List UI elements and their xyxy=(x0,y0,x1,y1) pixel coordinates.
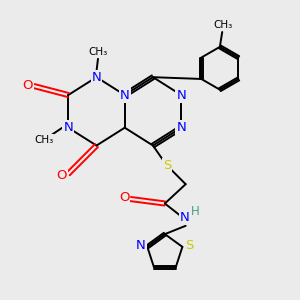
Text: S: S xyxy=(185,239,193,252)
Text: H: H xyxy=(191,205,200,218)
Text: CH₃: CH₃ xyxy=(89,47,108,57)
Text: O: O xyxy=(119,191,129,204)
Text: CH₃: CH₃ xyxy=(213,20,232,31)
Text: N: N xyxy=(136,239,146,252)
Text: O: O xyxy=(56,169,67,182)
Text: N: N xyxy=(92,71,101,84)
Text: N: N xyxy=(176,88,186,101)
Text: CH₃: CH₃ xyxy=(34,135,53,145)
Text: S: S xyxy=(163,159,171,172)
Text: N: N xyxy=(176,121,186,134)
Text: O: O xyxy=(22,79,33,92)
Text: N: N xyxy=(63,121,73,134)
Text: N: N xyxy=(120,88,130,101)
Text: N: N xyxy=(180,211,190,224)
